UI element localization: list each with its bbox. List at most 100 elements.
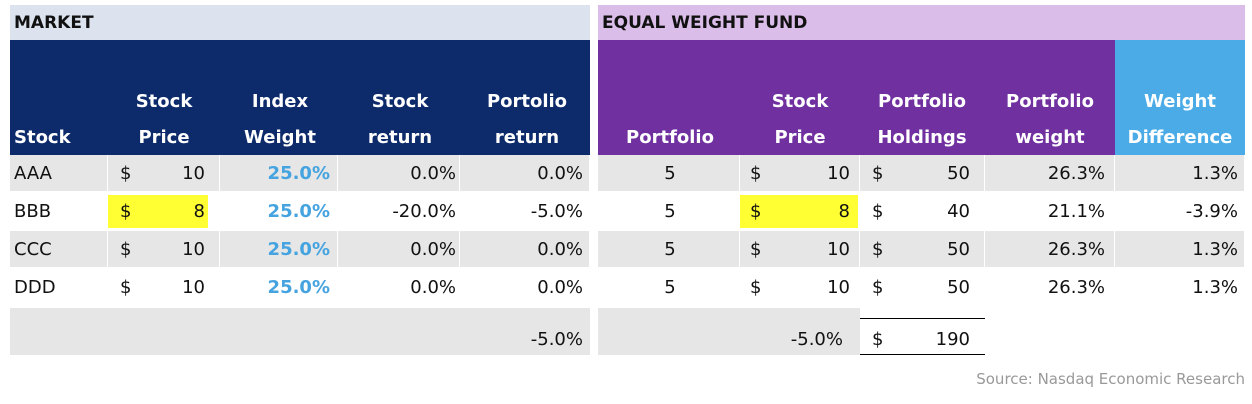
total-row (10, 308, 590, 355)
cell (598, 269, 739, 306)
column-header: Price (138, 127, 190, 148)
portfolio: 5 (664, 238, 676, 260)
column-header: weight (1015, 127, 1085, 148)
portfolio-return: -5.0% (530, 200, 583, 222)
total-row (598, 308, 860, 355)
cell (220, 269, 337, 306)
header-bar (598, 40, 1115, 155)
cell (220, 155, 337, 192)
currency: $ (750, 238, 762, 260)
cell (598, 193, 739, 230)
total-holdings: 190 (935, 329, 970, 350)
title-bar (10, 5, 590, 40)
currency: $ (750, 200, 762, 222)
holdings: 50 (947, 238, 970, 260)
weight-difference: 1.3% (1192, 238, 1238, 260)
currency: $ (872, 200, 884, 222)
table-title: EQUAL WEIGHT FUND (602, 13, 808, 33)
cell (460, 193, 589, 230)
header-bar (10, 40, 590, 155)
cell (220, 231, 337, 268)
portfolio-weight: 26.3% (1047, 238, 1105, 260)
cell (985, 193, 1114, 230)
holdings: 40 (947, 200, 970, 222)
currency: $ (120, 162, 132, 184)
cell (220, 193, 337, 230)
column-header: Holdings (877, 127, 967, 148)
header-bar (1115, 40, 1245, 155)
portfolio-return: 0.0% (537, 238, 583, 260)
currency: $ (872, 329, 884, 350)
stock-price: 10 (182, 276, 205, 298)
column-header: Stock (14, 127, 71, 148)
cell (1115, 155, 1244, 192)
portfolio: 5 (664, 162, 676, 184)
cell (338, 231, 459, 268)
cell (338, 155, 459, 192)
column-header: Weight (1144, 91, 1216, 112)
column-header: Difference (1127, 127, 1233, 148)
cell (598, 231, 739, 268)
cell (108, 155, 219, 192)
stock-return: 0.0% (410, 162, 456, 184)
cell (338, 269, 459, 306)
currency: $ (872, 276, 884, 298)
currency: $ (120, 200, 132, 222)
holdings: 50 (947, 276, 970, 298)
cell (985, 231, 1114, 268)
highlight (108, 195, 208, 228)
column-header: Portfolio (626, 127, 714, 148)
portfolio-return: 0.0% (537, 162, 583, 184)
index-weight: 25.0% (267, 200, 330, 222)
stock-price: 8 (193, 200, 205, 222)
cell (460, 155, 589, 192)
cell (860, 155, 984, 192)
stock-price: 10 (182, 162, 205, 184)
portfolio-weight: 26.3% (1047, 162, 1105, 184)
cell (460, 269, 589, 306)
column-header: Stock (135, 91, 193, 112)
column-header: Weight (244, 127, 316, 148)
stock-price: 10 (827, 276, 850, 298)
currency: $ (120, 276, 132, 298)
total-return: -5.0% (790, 329, 843, 350)
portfolio-weight: 21.1% (1047, 200, 1105, 222)
total-holdings-cell (860, 318, 985, 355)
cell (10, 155, 107, 192)
cell (740, 155, 859, 192)
column-header: return (367, 127, 433, 148)
stock-return: 0.0% (410, 276, 456, 298)
holdings: 50 (947, 162, 970, 184)
stock-price: 10 (827, 162, 850, 184)
stock-price: 10 (182, 238, 205, 260)
index-weight: 25.0% (267, 238, 330, 260)
currency: $ (872, 238, 884, 260)
currency: $ (750, 276, 762, 298)
weight-difference: 1.3% (1192, 276, 1238, 298)
column-header: Portfolio (878, 91, 966, 112)
cell (860, 231, 984, 268)
cell (108, 269, 219, 306)
stock-name: BBB (14, 200, 52, 222)
title-bar (598, 5, 1245, 40)
cell (1115, 231, 1244, 268)
cell (338, 193, 459, 230)
index-weight: 25.0% (267, 276, 330, 298)
weight-difference: 1.3% (1192, 162, 1238, 184)
cell (108, 231, 219, 268)
column-header: return (494, 127, 560, 148)
total-return: -5.0% (530, 329, 583, 350)
currency: $ (750, 162, 762, 184)
stock-name: DDD (14, 276, 56, 298)
source-note: Source: Nasdaq Economic Research (976, 370, 1245, 388)
stock-name: AAA (14, 162, 52, 184)
column-header: Stock (371, 91, 429, 112)
index-weight: 25.0% (267, 162, 330, 184)
portfolio-return: 0.0% (537, 276, 583, 298)
column-header: Index (251, 91, 309, 112)
column-header: Portfolio (1006, 91, 1094, 112)
column-header: Portolio (486, 91, 568, 112)
cell (740, 269, 859, 306)
stock-price: 10 (827, 238, 850, 260)
cell (460, 231, 589, 268)
